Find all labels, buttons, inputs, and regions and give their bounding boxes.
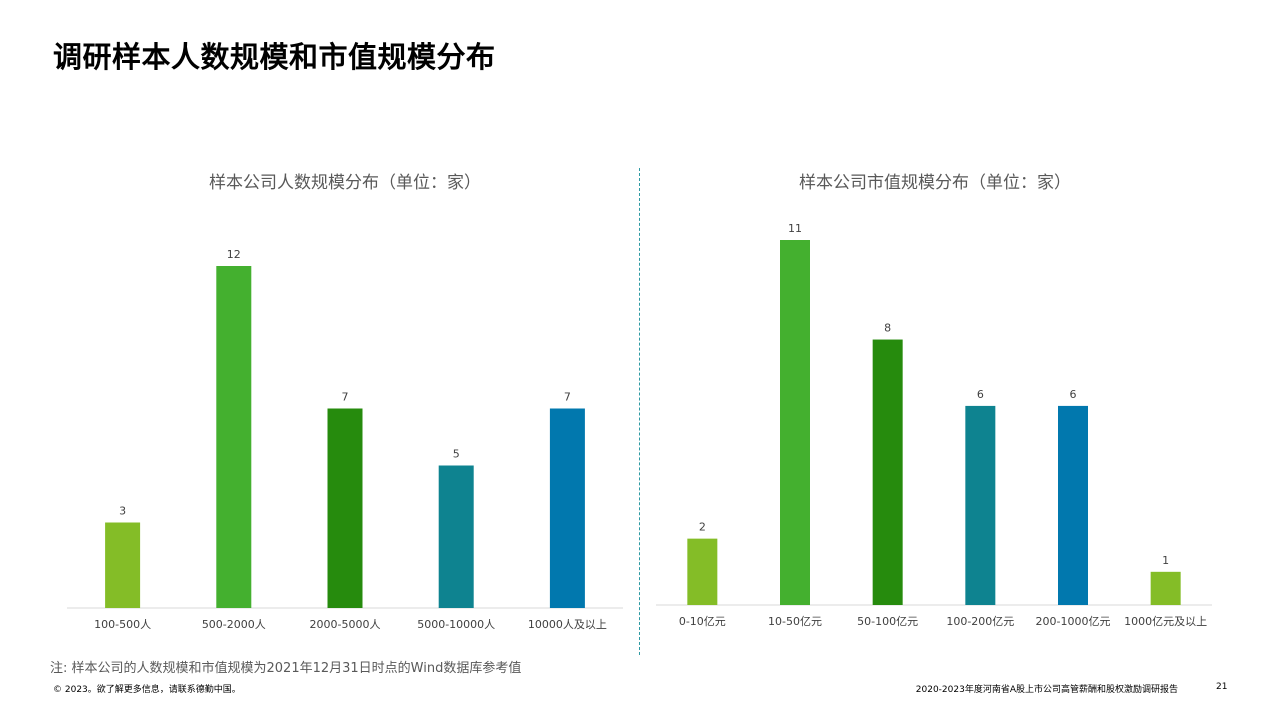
data-label-4: 5 — [453, 448, 460, 461]
x-tick-label-4: 5000-10000人 — [417, 618, 495, 631]
x-tick-label-6: 1000亿元及以上 — [1124, 615, 1207, 628]
bar-4 — [438, 465, 474, 608]
headcount-bar-chart: 3 100-500人 12 500-2000人 7 2000-5000人 5 5000-100… — [67, 248, 623, 631]
data-label-4: 6 — [977, 388, 984, 401]
x-tick-label-5: 10000人及以上 — [528, 618, 607, 631]
x-tick-label-1: 100-500人 — [94, 618, 151, 631]
data-label-6: 1 — [1162, 554, 1169, 567]
x-tick-label-3: 2000-5000人 — [310, 618, 381, 631]
bar-2 — [216, 266, 252, 608]
data-label-5: 7 — [564, 391, 571, 404]
data-label-1: 3 — [119, 505, 126, 518]
report-name: 2020-2023年度河南省A股上市公司高管薪酬和股权激励调研报告 — [915, 685, 1178, 695]
data-label-3: 8 — [884, 322, 891, 335]
page-title: 调研样本人数规模和市值规模分布 — [53, 40, 496, 74]
chart-title-market-cap: 样本公司市值规模分布（单位：家） — [799, 173, 1071, 193]
data-label-2: 11 — [788, 222, 802, 235]
data-label-2: 12 — [227, 248, 241, 261]
bar-4 — [965, 405, 996, 605]
bar-3 — [327, 408, 363, 608]
data-label-3: 7 — [342, 391, 349, 404]
bar-5 — [1058, 405, 1088, 605]
x-tick-label-1: 0-10亿元 — [679, 615, 726, 628]
bar-3 — [872, 339, 903, 605]
copyright-text: © 2023。欲了解更多信息，请联系德勤中国。 — [53, 685, 241, 695]
footnote: 注: 样本公司的人数规模和市值规模为2021年12月31日时点的Wind数据库参… — [50, 661, 522, 676]
market-cap-bar-chart: 2 0-10亿元 11 10-50亿元 8 50-100亿元 6 100-200亿元 6 200-… — [656, 222, 1212, 628]
x-tick-label-3: 50-100亿元 — [857, 615, 918, 628]
bar-6 — [1150, 571, 1181, 605]
x-tick-label-2: 500-2000人 — [202, 618, 266, 631]
x-tick-label-4: 100-200亿元 — [946, 615, 1014, 628]
data-label-5: 6 — [1070, 388, 1077, 401]
bar-1 — [687, 538, 718, 605]
bar-5 — [549, 408, 585, 608]
chart-divider — [639, 168, 640, 655]
page-number: 21 — [1216, 682, 1228, 692]
data-label-1: 2 — [699, 521, 706, 534]
bar-2 — [780, 240, 810, 605]
x-tick-label-5: 200-1000亿元 — [1036, 615, 1111, 628]
chart-title-headcount: 样本公司人数规模分布（单位：家） — [209, 173, 481, 193]
bar-1 — [105, 522, 141, 608]
x-tick-label-2: 10-50亿元 — [768, 615, 822, 628]
